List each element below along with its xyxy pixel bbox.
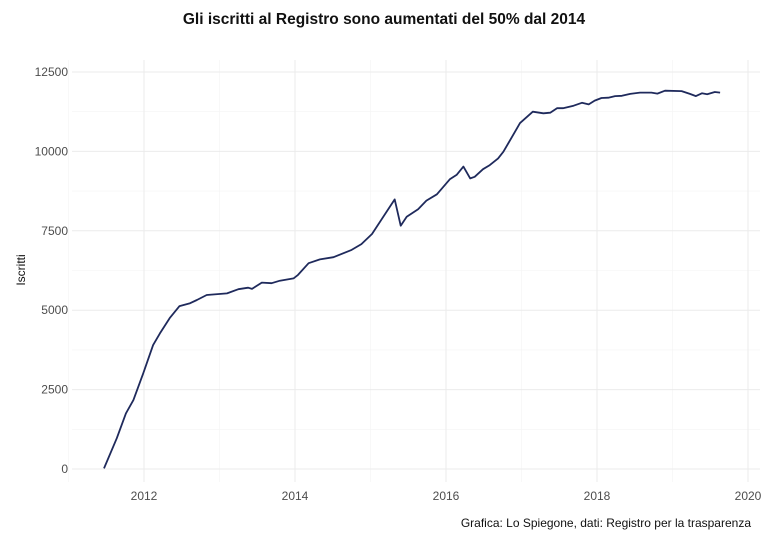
x-axis-ticks: 2012 2014 2016 2018 2020 bbox=[131, 489, 762, 503]
series-line bbox=[103, 89, 721, 469]
y-tick-label: 2500 bbox=[41, 383, 68, 397]
chart-title: Gli iscritti al Registro sono aumentati … bbox=[182, 11, 586, 28]
y-tick-label: 7500 bbox=[41, 224, 68, 238]
x-tick-label: 2020 bbox=[735, 489, 762, 503]
x-tick-label: 2018 bbox=[584, 489, 611, 503]
y-tick-label: 5000 bbox=[41, 303, 68, 317]
x-tick-label: 2016 bbox=[433, 489, 460, 503]
y-axis-ticks: 0 2500 5000 7500 10000 12500 bbox=[35, 65, 69, 476]
x-tick-label: 2014 bbox=[282, 489, 309, 503]
y-axis-label: Iscritti bbox=[14, 254, 28, 285]
series bbox=[103, 89, 721, 469]
y-tick-label: 12500 bbox=[35, 65, 69, 79]
chart-caption: Grafica: Lo Spiegone, dati: Registro per… bbox=[460, 516, 751, 530]
y-tick-label: 0 bbox=[61, 462, 68, 476]
x-tick-label: 2012 bbox=[131, 489, 158, 503]
grid bbox=[68, 60, 760, 482]
y-tick-label: 10000 bbox=[35, 144, 69, 158]
